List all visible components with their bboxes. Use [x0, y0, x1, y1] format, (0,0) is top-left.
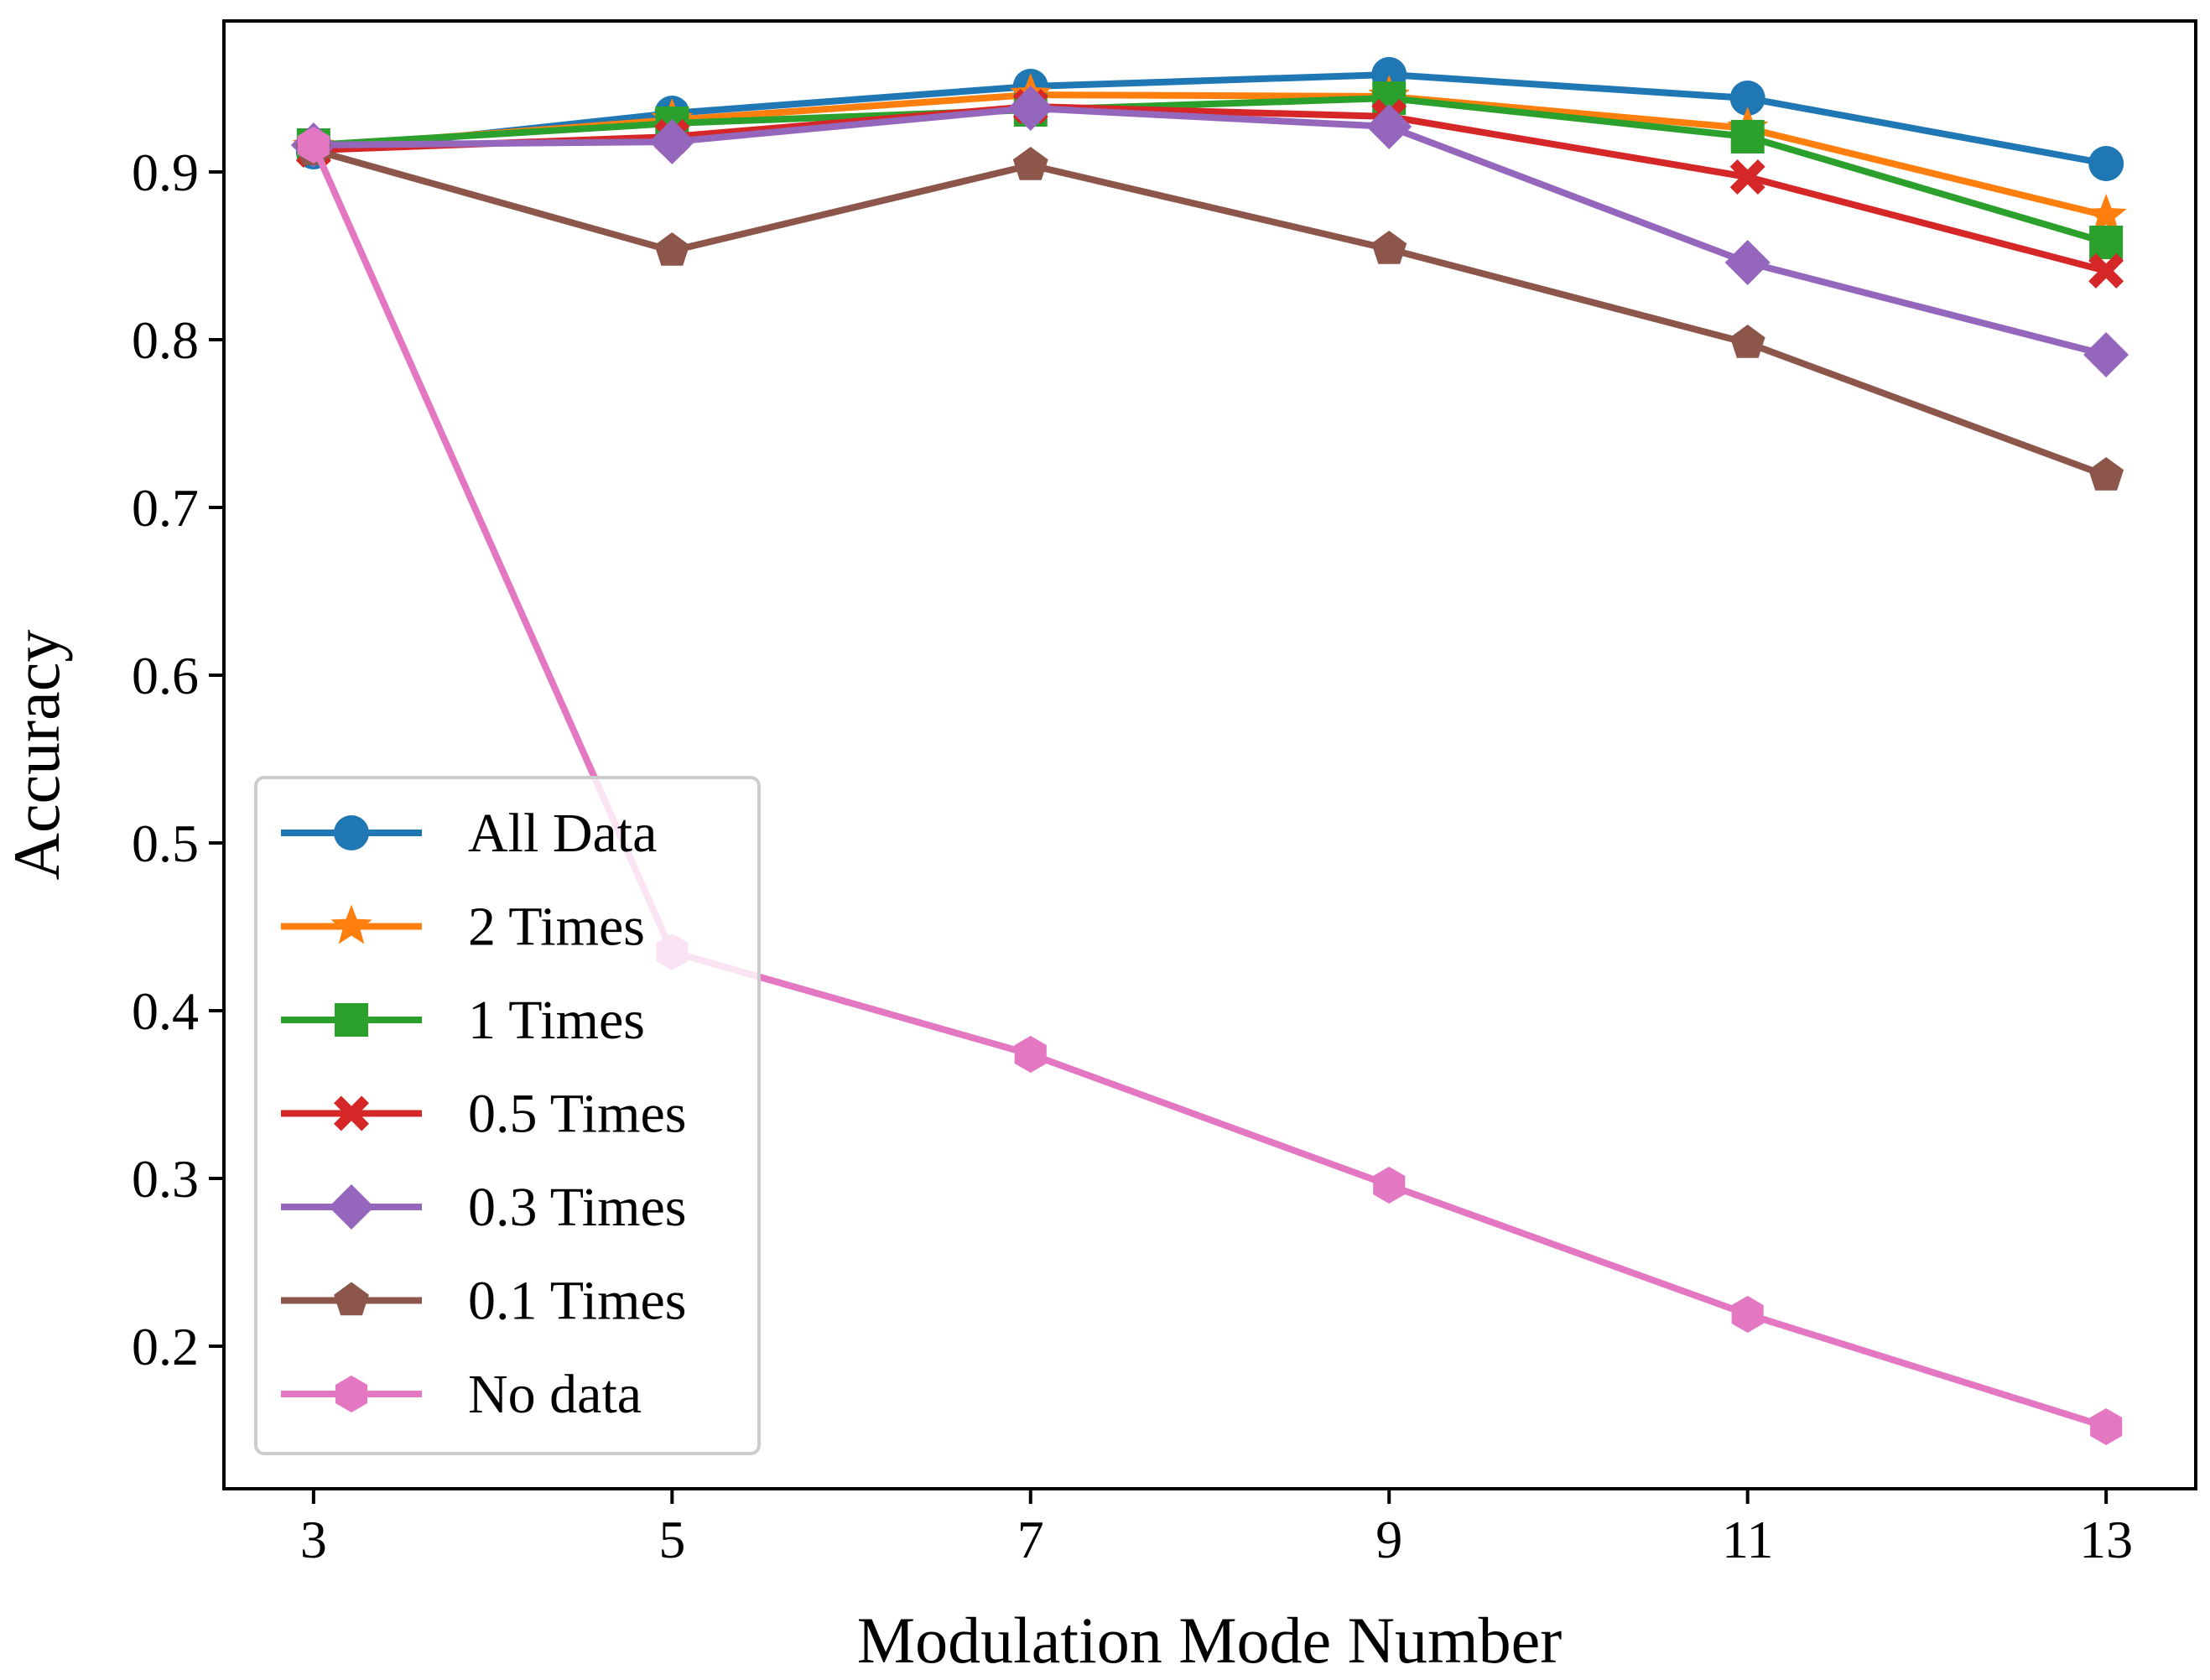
legend-marker: [329, 1184, 374, 1230]
x-tick-label: 7: [1017, 1510, 1044, 1569]
x-tick-label: 5: [658, 1510, 685, 1569]
data-point-0-3-times: [1007, 86, 1053, 131]
data-point-1-times: [1730, 120, 1765, 153]
x-axis-title: Modulation Mode Number: [857, 1604, 1563, 1677]
legend-label: 1 Times: [468, 990, 645, 1051]
series-line-0-3-times: [309, 105, 2110, 358]
y-axis: 0.2 0.3 0.4 0.5 0.6 0.7 0.8 0.9: [132, 143, 224, 1376]
legend-marker: [334, 1282, 369, 1316]
y-tick-label: 0.5: [132, 814, 199, 873]
data-point-0-1-times: [1729, 325, 1765, 358]
legend-marker: [334, 1095, 369, 1131]
data-point-all-data: [1729, 81, 1765, 116]
legend-label: 2 Times: [468, 897, 645, 958]
data-point-2-times: [2085, 194, 2127, 233]
legend-entry-0-3-times: 0.3 Times: [281, 1177, 686, 1238]
data-point-0-5-times: [2088, 253, 2124, 289]
y-tick-label: 0.3: [132, 1149, 199, 1209]
data-point-0-1-times: [1371, 231, 1407, 264]
data-point-all-data: [2088, 146, 2124, 181]
data-point-0-3-times: [1366, 104, 1412, 149]
legend-entry-no-data: No data: [281, 1364, 642, 1425]
legend-label: No data: [468, 1364, 642, 1425]
y-tick-label: 0.7: [132, 478, 199, 538]
data-point-no-data: [1373, 1167, 1406, 1204]
series-line-1-times: [309, 95, 2110, 246]
data-point-no-data: [297, 127, 330, 164]
data-point-no-data: [2090, 1408, 2123, 1445]
legend-label: 0.5 Times: [468, 1084, 686, 1145]
legend-marker: [335, 1376, 368, 1412]
data-point-0-1-times: [1012, 147, 1048, 180]
data-point-0-1-times: [654, 232, 690, 266]
x-tick-label: 9: [1375, 1510, 1402, 1569]
y-axis-title: Accuracy: [0, 630, 73, 881]
data-point-0-1-times: [2088, 457, 2124, 491]
data-point-no-data: [1014, 1036, 1047, 1073]
y-tick-label: 0.8: [132, 310, 199, 370]
series-line-0-1-times: [309, 147, 2110, 479]
legend-entry-0-5-times: 0.5 Times: [281, 1084, 686, 1145]
series-layer: [290, 57, 2129, 1445]
legend-marker: [335, 1003, 368, 1037]
legend-frame: [254, 776, 761, 1455]
data-point-0-5-times: [1729, 159, 1765, 195]
data-point-0-3-times: [2083, 332, 2129, 377]
y-tick-label: 0.4: [132, 981, 199, 1041]
legend-label: 0.1 Times: [468, 1271, 686, 1332]
data-point-0-3-times: [1724, 240, 1771, 285]
legend-entry-all-data: All Data: [281, 803, 657, 864]
series-line-all-data: [309, 71, 2110, 167]
legend: All Data 2 Times 1 Times 0.5 Times 0.3 Times…: [254, 776, 761, 1455]
legend-entry-2-times: 2 Times: [281, 897, 645, 958]
x-tick-label: 3: [300, 1510, 327, 1569]
legend-marker: [334, 815, 369, 850]
x-tick-label: 11: [1722, 1510, 1774, 1569]
legend-label: 0.3 Times: [468, 1177, 686, 1238]
legend-marker: [330, 904, 372, 944]
legend-entry-1-times: 1 Times: [281, 990, 645, 1051]
y-tick-label: 0.9: [132, 143, 199, 202]
data-point-no-data: [1731, 1296, 1764, 1333]
data-point-1-times: [2089, 226, 2124, 259]
plot-frame: [222, 19, 2197, 1490]
y-tick-label: 0.6: [132, 646, 199, 705]
data-point-0-3-times: [649, 119, 695, 164]
legend-label: All Data: [468, 803, 657, 864]
legend-entry-0-1-times: 0.1 Times: [281, 1271, 686, 1332]
x-tick-label: 13: [2079, 1510, 2133, 1569]
x-axis: 3 5 7 9 11 13: [300, 1489, 2133, 1569]
y-tick-label: 0.2: [132, 1317, 199, 1376]
